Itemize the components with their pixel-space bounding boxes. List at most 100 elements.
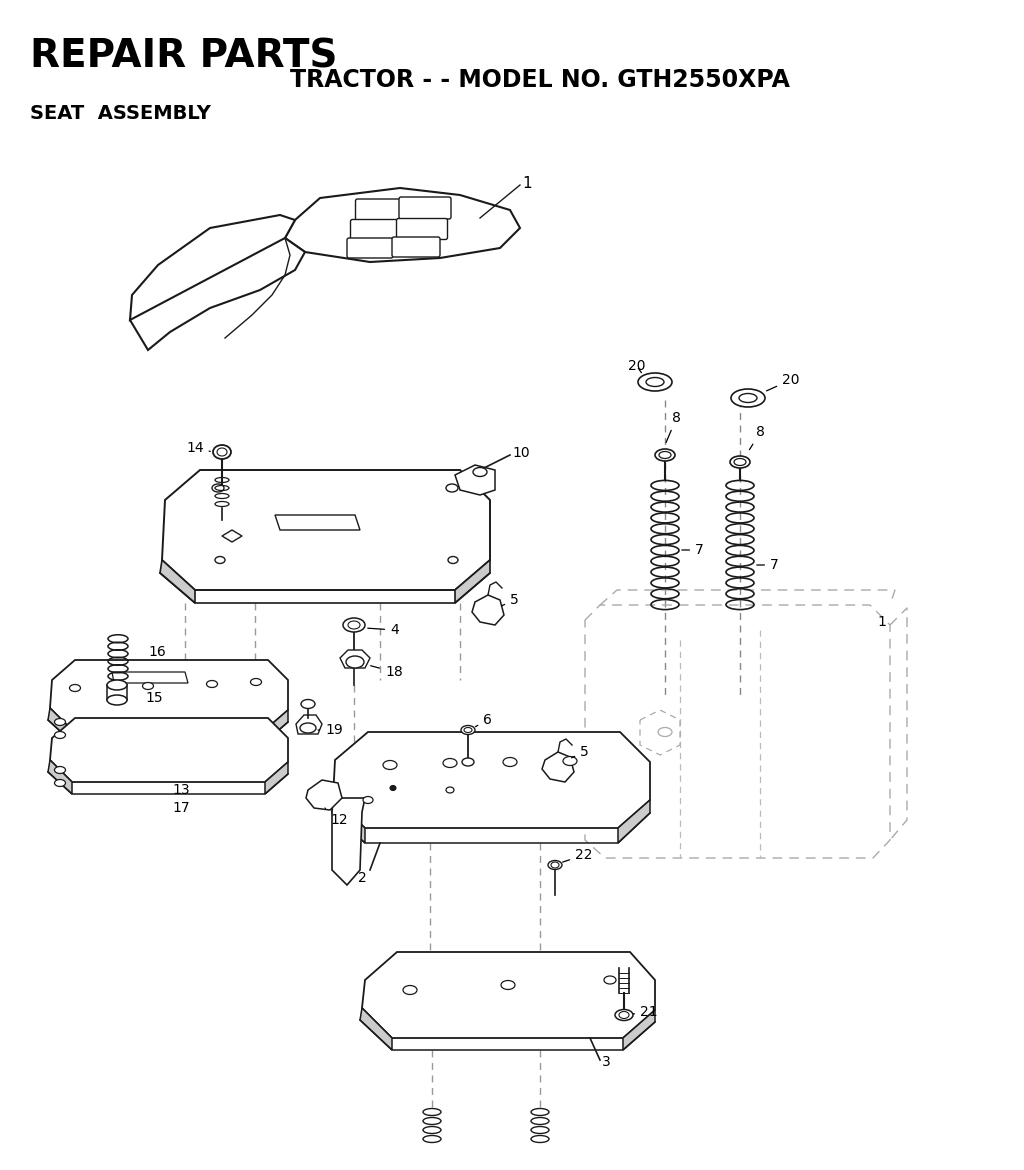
Text: 1: 1: [877, 615, 886, 629]
Ellipse shape: [462, 758, 474, 766]
Ellipse shape: [346, 656, 364, 668]
Polygon shape: [162, 470, 490, 590]
Text: 10: 10: [512, 446, 529, 460]
Text: 22: 22: [562, 848, 593, 862]
Polygon shape: [362, 952, 655, 1038]
Ellipse shape: [739, 393, 757, 402]
Ellipse shape: [548, 860, 562, 869]
Ellipse shape: [501, 980, 515, 990]
Ellipse shape: [551, 862, 559, 868]
FancyBboxPatch shape: [347, 238, 393, 259]
Polygon shape: [455, 560, 490, 603]
Text: 13: 13: [172, 783, 189, 797]
Ellipse shape: [251, 679, 261, 686]
Ellipse shape: [563, 757, 577, 765]
Ellipse shape: [362, 797, 373, 804]
Polygon shape: [48, 708, 72, 742]
Ellipse shape: [604, 976, 616, 984]
Text: 15: 15: [145, 691, 163, 706]
Ellipse shape: [730, 456, 750, 468]
Text: 18: 18: [371, 665, 402, 679]
Polygon shape: [332, 798, 365, 885]
Text: 2: 2: [358, 870, 367, 885]
FancyBboxPatch shape: [396, 219, 447, 240]
Ellipse shape: [615, 1010, 633, 1020]
Text: 1: 1: [522, 176, 531, 191]
Polygon shape: [542, 752, 574, 782]
Ellipse shape: [464, 728, 472, 732]
Ellipse shape: [301, 700, 315, 709]
Text: 16: 16: [148, 645, 166, 659]
FancyBboxPatch shape: [355, 199, 404, 221]
Ellipse shape: [403, 985, 417, 994]
Ellipse shape: [215, 557, 225, 564]
Ellipse shape: [217, 448, 227, 456]
Text: 7: 7: [757, 558, 778, 572]
Ellipse shape: [618, 1012, 629, 1019]
Text: TRACTOR - - MODEL NO. GTH2550XPA: TRACTOR - - MODEL NO. GTH2550XPA: [290, 68, 790, 92]
Polygon shape: [265, 710, 288, 742]
Polygon shape: [48, 760, 72, 794]
Ellipse shape: [503, 757, 517, 766]
Ellipse shape: [659, 452, 671, 459]
Text: REPAIR PARTS: REPAIR PARTS: [30, 37, 338, 76]
Ellipse shape: [734, 459, 746, 466]
Ellipse shape: [54, 779, 66, 786]
Text: 12: 12: [325, 808, 347, 827]
Text: 3: 3: [602, 1055, 610, 1069]
Ellipse shape: [54, 718, 66, 725]
Polygon shape: [130, 238, 305, 350]
Polygon shape: [296, 715, 322, 734]
Ellipse shape: [655, 449, 675, 461]
Ellipse shape: [213, 445, 231, 459]
Ellipse shape: [473, 468, 487, 476]
Text: 6: 6: [475, 713, 492, 727]
Polygon shape: [285, 188, 520, 262]
Ellipse shape: [638, 373, 672, 391]
Text: 19: 19: [318, 723, 343, 737]
Polygon shape: [265, 762, 288, 794]
Ellipse shape: [300, 723, 316, 732]
Text: 20: 20: [628, 359, 645, 373]
Text: 17: 17: [172, 801, 189, 815]
Ellipse shape: [348, 621, 360, 629]
Ellipse shape: [54, 731, 66, 738]
Polygon shape: [50, 660, 288, 730]
Text: SEAT  ASSEMBLY: SEAT ASSEMBLY: [30, 104, 211, 123]
Polygon shape: [275, 515, 360, 530]
Polygon shape: [623, 1010, 655, 1049]
Ellipse shape: [731, 388, 765, 407]
Ellipse shape: [54, 766, 66, 773]
Ellipse shape: [343, 618, 365, 632]
FancyBboxPatch shape: [392, 238, 440, 257]
Polygon shape: [160, 560, 195, 603]
Polygon shape: [455, 464, 495, 495]
Text: 5: 5: [571, 745, 589, 759]
Ellipse shape: [212, 484, 224, 493]
Polygon shape: [332, 798, 365, 844]
Ellipse shape: [70, 684, 81, 691]
Polygon shape: [112, 672, 188, 683]
Text: 7: 7: [682, 543, 703, 557]
Ellipse shape: [390, 785, 396, 791]
Ellipse shape: [461, 725, 475, 735]
Ellipse shape: [106, 680, 127, 690]
Text: 8: 8: [666, 411, 681, 442]
Ellipse shape: [142, 682, 154, 689]
Polygon shape: [222, 530, 242, 542]
FancyBboxPatch shape: [350, 220, 399, 241]
Ellipse shape: [443, 758, 457, 768]
Text: 20: 20: [767, 373, 800, 391]
Polygon shape: [340, 651, 370, 668]
Ellipse shape: [446, 787, 454, 793]
Polygon shape: [472, 596, 504, 625]
FancyBboxPatch shape: [399, 197, 451, 219]
Ellipse shape: [449, 557, 458, 564]
Polygon shape: [618, 800, 650, 844]
Text: 14: 14: [186, 441, 210, 455]
Polygon shape: [50, 718, 288, 782]
Polygon shape: [333, 732, 650, 828]
Text: 4: 4: [368, 622, 398, 636]
Text: 21: 21: [633, 1005, 657, 1019]
Ellipse shape: [106, 695, 127, 706]
